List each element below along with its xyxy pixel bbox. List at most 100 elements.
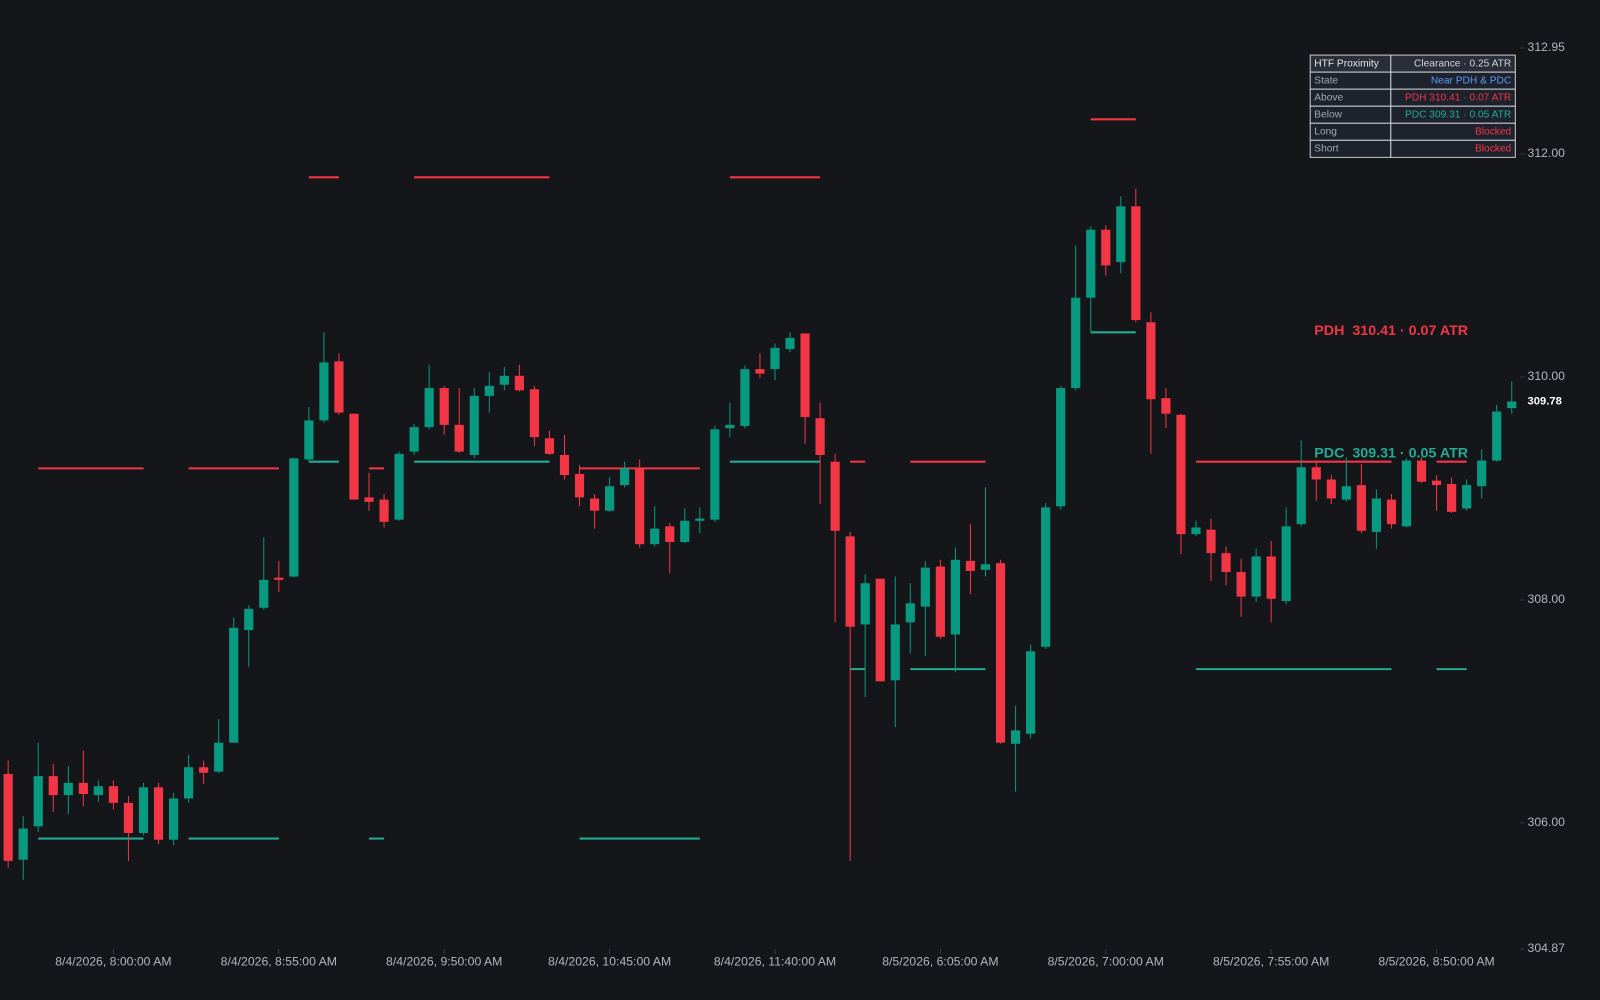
table-value: Blocked (1475, 126, 1512, 137)
candle-body (589, 498, 600, 511)
candle-body (409, 427, 419, 452)
candle-body (1296, 467, 1306, 525)
candle-body (755, 369, 765, 374)
candle-body (123, 802, 134, 834)
candle-body (830, 461, 840, 531)
table-label: Short (1314, 144, 1339, 155)
candle-body (544, 438, 555, 454)
x-tick-label: 8/5/2026, 6:05:00 AM (882, 954, 998, 968)
candle-body (1341, 486, 1351, 500)
candle-body (1146, 322, 1156, 400)
info-table: HTF Proximity Clearance · 0.25 ATR State Ne… (1309, 54, 1516, 158)
x-tick-label: 8/4/2026, 8:55:00 AM (221, 954, 337, 968)
candle-body (770, 347, 780, 370)
candle-body (1281, 526, 1291, 602)
candle-body (484, 385, 494, 396)
candle-body (394, 453, 404, 520)
candle-body (48, 776, 58, 796)
candle-body (965, 560, 976, 571)
candle-body (1221, 553, 1231, 573)
candle-body (1191, 527, 1201, 535)
candle-body (875, 578, 885, 682)
candle-body (695, 518, 705, 521)
x-tick-label: 8/5/2026, 7:55:00 AM (1213, 954, 1329, 968)
candle-body (304, 420, 314, 460)
candle-body (469, 395, 479, 455)
candle-body (935, 566, 945, 637)
candle-body (1101, 229, 1111, 266)
candle-body (138, 787, 149, 834)
candle-body (274, 577, 284, 580)
candle-body (63, 782, 73, 796)
candle-body (620, 468, 630, 486)
candle-body (1356, 485, 1366, 531)
candle-body (439, 388, 449, 425)
candle-body (1462, 485, 1472, 509)
candle-body (905, 603, 915, 623)
candle-body (78, 782, 88, 794)
candle-body (1477, 460, 1487, 487)
candle-body (1131, 206, 1141, 321)
candle-body (244, 608, 254, 631)
table-value: PDC 309.31 · 0.05 ATR (1405, 109, 1511, 120)
x-tick-label: 8/5/2026, 8:50:00 AM (1378, 954, 1494, 968)
candle-body (1492, 411, 1502, 461)
candle-body (800, 333, 810, 418)
candle-body (980, 564, 991, 570)
candle-body (529, 389, 540, 438)
candle-body (605, 486, 615, 511)
candle-body (1311, 467, 1321, 480)
candle-body (18, 828, 28, 860)
candle-body (364, 497, 374, 502)
candle-body (995, 563, 1006, 743)
candle-body (93, 786, 103, 796)
y-tick-label: 304.87 (1528, 941, 1566, 955)
candle-body (229, 627, 239, 743)
candle-body (1447, 483, 1457, 512)
candle-body (1010, 730, 1021, 744)
candle-body (108, 786, 119, 803)
candle-body (379, 499, 389, 522)
candle-body (454, 424, 464, 452)
table-label: State (1314, 75, 1338, 86)
candle-body (1266, 556, 1276, 599)
candle-body (349, 413, 359, 500)
candle-body (1507, 401, 1517, 409)
candle-body (574, 473, 585, 498)
candle-body (1386, 499, 1397, 525)
candle-body (559, 454, 570, 476)
candle-body (725, 424, 735, 429)
candle-body (499, 375, 509, 385)
candle-body (1161, 398, 1171, 414)
table-label: Below (1314, 109, 1342, 120)
candle-body (1041, 507, 1051, 647)
candle-body (214, 742, 224, 772)
x-tick-label: 8/4/2026, 11:40:00 AM (714, 954, 836, 968)
candle-body (1251, 556, 1261, 597)
last-price-label: 309.78 (1528, 395, 1562, 407)
candle-body (785, 337, 795, 350)
x-tick-label: 8/5/2026, 7:00:00 AM (1048, 954, 1164, 968)
candle-body (259, 579, 269, 608)
y-tick-label: 308.00 (1528, 592, 1566, 606)
candle-body (424, 388, 434, 428)
candle-body (1236, 572, 1246, 597)
candle-body (1326, 479, 1336, 499)
candle-body (514, 375, 524, 391)
table-value: Near PDH & PDC (1431, 75, 1511, 86)
candle-body (1026, 651, 1036, 734)
candle-body (650, 528, 660, 545)
x-tick-label: 8/4/2026, 8:00:00 AM (55, 954, 171, 968)
candle-body (153, 787, 164, 840)
x-tick-label: 8/4/2026, 10:45:00 AM (548, 954, 671, 968)
table-label: HTF Proximity (1314, 58, 1379, 69)
x-tick-label: 8/4/2026, 9:50:00 AM (386, 954, 502, 968)
candle-body (1086, 229, 1096, 298)
candle-body (33, 776, 43, 827)
candle-body (1401, 460, 1412, 527)
candle-body (3, 773, 13, 861)
y-tick-label: 310.00 (1528, 369, 1566, 383)
